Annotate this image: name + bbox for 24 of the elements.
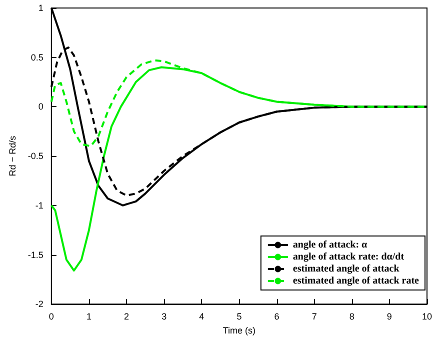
y-tick-label: -1 — [35, 200, 44, 210]
y-tick-label: 1 — [38, 3, 44, 13]
x-tick-label: 1 — [86, 312, 92, 322]
x-tick-label: 5 — [236, 312, 242, 322]
y-tick-label: 0 — [38, 102, 44, 112]
y-tick-label: -2 — [35, 299, 44, 310]
legend-label: estimated angle of attack — [292, 264, 400, 274]
x-tick-label: 3 — [162, 312, 167, 322]
x-tick-label: 9 — [386, 312, 392, 322]
x-tick-label: 0 — [48, 312, 54, 322]
x-tick-label: 10 — [422, 312, 432, 322]
legend-label: estimated angle of attack rate — [292, 276, 420, 286]
y-tick-label: -0.5 — [28, 151, 44, 162]
x-axis-title: Time (s) — [222, 326, 256, 336]
y-axis-title: Rd − Rd/s — [8, 135, 18, 176]
y-tick-label: 0.5 — [30, 52, 44, 62]
y-tick-label: -1.5 — [28, 250, 44, 260]
x-tick-label: 2 — [124, 312, 130, 322]
x-tick-label: 6 — [274, 312, 280, 322]
x-tick-label: 4 — [199, 312, 204, 322]
x-tick-label: 8 — [349, 312, 354, 322]
legend-label: angle of attack: α — [292, 240, 368, 250]
legend-label: angle of attack rate: dα/dt — [292, 252, 405, 262]
x-tick-label: 7 — [312, 312, 317, 322]
